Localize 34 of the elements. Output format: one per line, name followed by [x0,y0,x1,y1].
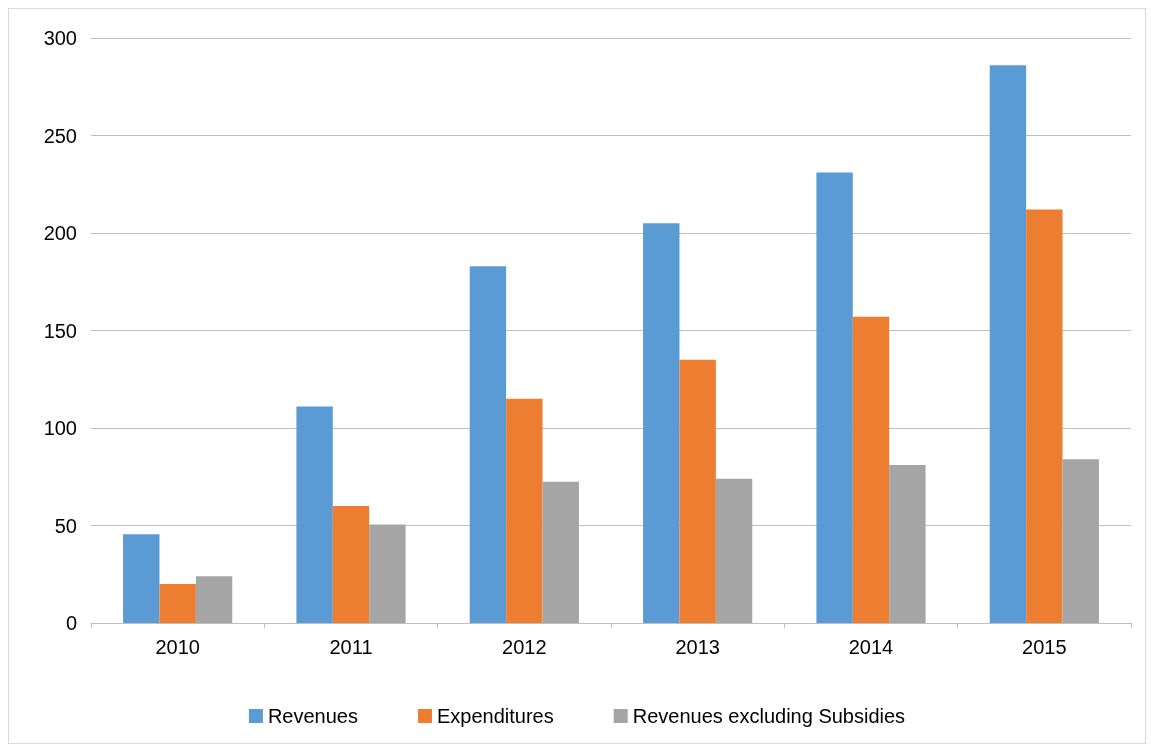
y-tick-label: 50 [54,514,77,537]
y-tick-label: 150 [43,319,77,342]
bar [296,406,333,623]
x-tick-label: 2012 [502,636,547,658]
bar [369,524,406,623]
x-tick-label: 2015 [1022,636,1067,658]
bar [195,576,233,623]
y-tick-label: 0 [65,612,77,634]
bar [123,534,160,623]
x-tick-label: 2011 [329,636,373,658]
legend-label: Expenditures [436,705,554,727]
bar [889,465,926,623]
x-tick-label: 2014 [848,636,894,658]
legend-label: Revenues [267,705,358,727]
bar [715,478,753,623]
bar [679,359,716,623]
y-tick-label: 250 [43,124,77,147]
bar [542,481,579,623]
x-tick-label: 2010 [155,636,200,658]
bar [989,65,1027,623]
bar [469,266,507,623]
legend-label: Revenues excluding Subsidies [632,705,906,727]
x-tick-label: 2013 [675,636,720,658]
bar [852,316,890,623]
bar [1026,209,1063,623]
bar [506,398,543,623]
y-tick-label: 100 [43,417,77,439]
y-tick-label: 300 [43,27,77,49]
bar [816,172,853,623]
bar [332,506,370,623]
bar [643,223,680,623]
bar [159,584,196,623]
bar [1062,459,1099,623]
y-tick-label: 200 [43,222,77,244]
